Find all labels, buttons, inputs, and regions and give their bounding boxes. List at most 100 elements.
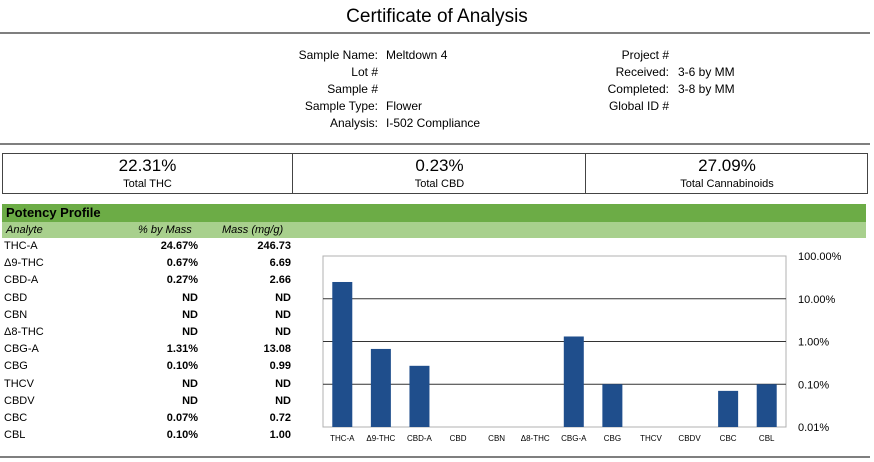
sample-info-value: Meltdown 4: [386, 48, 448, 62]
analyte-name: Δ9-THC: [4, 257, 44, 270]
analyte-pct-mass: 0.27%: [166, 274, 198, 287]
table-row: CBN ND ND: [0, 307, 300, 324]
chart-x-tick-label: CBDV: [678, 434, 701, 443]
analyte-name: THC-A: [4, 240, 38, 252]
potency-column-header: Analyte % by Mass Mass (mg/g): [2, 222, 866, 238]
analyte-pct-mass: 1.31%: [166, 343, 198, 356]
chart-bar: [332, 281, 353, 427]
table-row: CBL 0.10% 1.00: [0, 427, 300, 444]
analyte-mass-mgg: ND: [275, 291, 291, 304]
chart-bar: [409, 365, 430, 427]
table-row: THC-A 24.67% 246.73: [0, 238, 300, 255]
project-info-value: 3-8 by MM: [678, 82, 735, 96]
project-info-label: Global ID #: [608, 99, 669, 113]
analyte-mass-mgg: 1.00: [269, 429, 291, 442]
analyte-pct-mass: ND: [182, 377, 198, 390]
total-thc-cell: 22.31% Total THC: [3, 154, 292, 193]
table-row: CBD ND ND: [0, 290, 300, 307]
chart-bar: [718, 390, 739, 427]
sample-info-label: Lot #: [351, 65, 378, 79]
analyte-mass-mgg: 0.99: [269, 360, 291, 373]
analyte-pct-mass: 0.07%: [166, 412, 198, 424]
chart-x-tick-label: Δ9-THC: [366, 434, 395, 443]
chart-x-tick-label: CBD: [450, 434, 467, 443]
analyte-mass-mgg: ND: [275, 326, 291, 338]
analyte-name: Δ8-THC: [4, 326, 44, 338]
chart-x-tick-label: CBN: [488, 434, 505, 443]
sample-info-label: Sample #: [327, 82, 378, 96]
analyte-name: CBD: [4, 291, 28, 304]
footer-divider: [0, 456, 870, 458]
pct-mass-column-header: % by Mass: [138, 224, 192, 236]
chart-y-tick-label: 100.00%: [798, 251, 842, 263]
chart-y-tick-label: 0.10%: [798, 379, 829, 391]
total-cbd-value: 0.23%: [415, 156, 464, 175]
sample-info-label: Analysis:: [329, 116, 378, 130]
analyte-mass-mgg: 2.66: [269, 274, 291, 287]
mass-mgg-column-header: Mass (mg/g): [222, 224, 284, 236]
sample-info-label: Sample Type:: [304, 99, 378, 113]
chart-x-tick-label: CBL: [759, 434, 775, 443]
chart-bar: [370, 348, 391, 427]
chart-bar: [756, 384, 777, 427]
analyte-pct-mass: ND: [182, 291, 198, 304]
summary-box: 22.31% Total THC 0.23% Total CBD 27.09% …: [2, 153, 868, 194]
table-row: CBG 0.10% 0.99: [0, 358, 300, 375]
table-row: CBG-A 1.31% 13.08: [0, 341, 300, 358]
project-info-label: Completed:: [607, 82, 669, 96]
table-row: CBDV ND ND: [0, 393, 300, 410]
analyte-name: THCV: [4, 377, 34, 390]
analyte-name: CBL: [4, 429, 26, 442]
analyte-pct-mass: 24.67%: [160, 240, 198, 252]
total-cannabinoids-label: Total Cannabinoids: [680, 178, 774, 190]
analyte-name: CBG-A: [4, 343, 39, 356]
analyte-name: CBDV: [4, 394, 35, 407]
total-cbd-cell: 0.23% Total CBD: [292, 154, 586, 193]
total-cannabinoids-value: 27.09%: [698, 156, 756, 175]
analyte-pct-mass: 0.10%: [166, 429, 198, 442]
analyte-name: CBN: [4, 308, 28, 321]
info-divider: [0, 143, 870, 145]
total-thc-value: 22.31%: [118, 156, 177, 175]
analyte-pct-mass: 0.10%: [166, 360, 198, 373]
sample-info-value: Flower: [386, 99, 423, 113]
total-thc-label: Total THC: [123, 178, 172, 190]
sample-info-label: Sample Name:: [298, 48, 378, 62]
chart-bar: [563, 336, 584, 427]
analyte-mass-mgg: 6.69: [269, 257, 291, 270]
chart-x-tick-label: CBG-A: [561, 434, 587, 443]
analyte-name: CBG: [4, 360, 28, 373]
analyte-mass-mgg: 0.72: [269, 412, 291, 424]
chart-x-tick-label: Δ8-THC: [521, 434, 550, 443]
table-row: THCV ND ND: [0, 376, 300, 393]
chart-x-tick-label: CBD-A: [407, 434, 433, 443]
chart-y-tick-label: 0.01%: [798, 422, 829, 434]
potency-profile-header: Potency Profile: [2, 204, 866, 222]
table-row: Δ9-THC 0.67% 6.69: [0, 255, 300, 272]
chart-x-tick-label: THCV: [640, 434, 662, 443]
project-info-value: 3-6 by MM: [678, 65, 735, 79]
analyte-pct-mass: ND: [182, 326, 198, 338]
project-info-label: Project #: [621, 48, 669, 62]
analyte-mass-mgg: 246.73: [257, 240, 291, 252]
analyte-mass-mgg: ND: [275, 394, 291, 407]
analyte-pct-mass: ND: [182, 394, 198, 407]
analyte-pct-mass: 0.67%: [166, 257, 198, 270]
analyte-mass-mgg: ND: [275, 308, 291, 321]
chart-plot-frame: [322, 255, 787, 428]
total-cbd-label: Total CBD: [414, 178, 465, 190]
analyte-name: CBD-A: [4, 274, 39, 287]
table-row: CBC 0.07% 0.72: [0, 410, 300, 427]
chart-bar: [602, 384, 623, 427]
table-row: CBD-A 0.27% 2.66: [0, 272, 300, 289]
analyte-pct-mass: ND: [182, 308, 198, 321]
header-divider: [0, 32, 870, 34]
analyte-table: THC-A 24.67% 246.73 Δ9-THC 0.67% 6.69 CBD-A 0.2…: [0, 238, 300, 448]
analyte-mass-mgg: 13.08: [263, 343, 291, 356]
project-info-label: Received:: [615, 65, 669, 79]
chart-y-tick-label: 1.00%: [798, 337, 829, 349]
page-title: Certificate of Analysis: [346, 6, 528, 27]
chart-x-tick-label: CBG: [604, 434, 621, 443]
table-row: Δ8-THC ND ND: [0, 324, 300, 341]
total-cannabinoids-cell: 27.09% Total Cannabinoids: [585, 154, 868, 193]
